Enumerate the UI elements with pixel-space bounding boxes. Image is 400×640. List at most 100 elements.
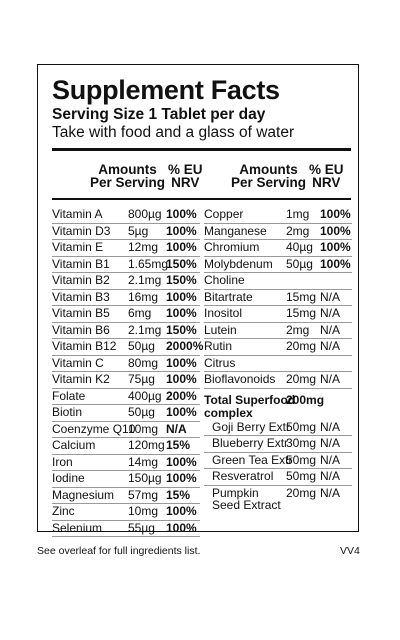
nutrient-name: Molybdenum: [204, 256, 273, 271]
nutrient-amount: 150µg: [128, 471, 162, 485]
nutrient-amount: 40µg: [286, 240, 313, 254]
nutrient-nrv: 100%: [320, 256, 351, 271]
superfood-nrv: N/A: [320, 436, 341, 450]
nutrient-row: Calcium 120mg 15%: [52, 438, 200, 455]
nutrient-row: Manganese 2mg 100%: [204, 223, 352, 240]
left-nutrient-list: Vitamin A 800µg 100% Vitamin D3 5µg 100% Vitam…: [52, 207, 204, 537]
nutrient-nrv: 2000%: [166, 339, 204, 353]
nutrient-nrv: N/A: [320, 306, 341, 320]
nutrient-name: Selenium: [52, 520, 103, 535]
nutrient-nrv: 100%: [166, 372, 197, 386]
nutrient-name: Bitartrate: [204, 289, 253, 304]
nutrient-amount: 10mg: [128, 421, 159, 436]
nutrient-amount: 55µg: [128, 520, 155, 535]
nutrient-nrv: 100%: [166, 471, 197, 485]
nutrient-name: Zinc: [52, 504, 75, 518]
header-divider: [52, 198, 351, 200]
footnote: See overleaf for full ingredients list.: [37, 545, 201, 557]
nutrient-nrv: 100%: [320, 240, 351, 254]
superfood-row: Resveratrol 50mg N/A: [204, 469, 352, 486]
nutrient-name: Vitamin B6: [52, 322, 110, 337]
nutrient-amount: 57mg: [128, 487, 159, 502]
nutrient-nrv: 15%: [166, 487, 191, 502]
superfood-nrv: N/A: [320, 452, 341, 467]
nutrient-name: Choline: [204, 273, 245, 287]
nutrient-nrv: N/A: [320, 372, 341, 386]
nutrient-amount: 75µg: [128, 372, 155, 386]
nutrient-nrv: 100%: [166, 306, 197, 320]
nutrient-amount: 50µg: [286, 256, 313, 271]
nutrient-amount: 800µg: [128, 207, 162, 221]
nutrient-amount: 5µg: [128, 223, 149, 238]
superfood-nrv: N/A: [320, 469, 341, 483]
nutrient-amount: 1mg: [286, 207, 310, 221]
superfood-name: Resveratrol: [212, 469, 274, 483]
nutrient-row: Bioflavonoids 20mg N/A: [204, 372, 352, 389]
nutrient-name: Citrus: [204, 355, 236, 370]
nutrient-nrv: N/A: [320, 322, 341, 337]
nutrient-row: Zinc 10mg 100%: [52, 504, 200, 521]
nutrient-row: Bitartrate 15mg N/A: [204, 289, 352, 306]
instructions: Take with food and a glass of water: [52, 124, 295, 141]
superfood-item-amount: 30mg: [286, 436, 317, 450]
superfood-name: Blueberry Extr: [212, 436, 289, 450]
nutrient-name: Manganese: [204, 223, 267, 238]
nutrient-amount: 10mg: [128, 504, 159, 518]
nutrient-nrv: 100%: [166, 504, 197, 518]
nutrient-row: Lutein 2mg N/A: [204, 322, 352, 339]
nutrient-amount: 15mg: [286, 306, 317, 320]
nutrient-name: Calcium: [52, 438, 96, 452]
superfood-header: Total Superfood complex 200mg: [204, 392, 352, 420]
nutrient-row: Vitamin K2 75µg 100%: [52, 372, 200, 389]
nutrient-name: Bioflavonoids: [204, 372, 276, 386]
nutrient-amount: 2.1mg: [128, 322, 162, 337]
superfood-nrv: N/A: [320, 419, 341, 434]
superfood-title: Total Superfood complex: [204, 392, 296, 420]
nrv-header-right: % EU NRV: [309, 162, 344, 190]
nutrient-amount: 15mg: [286, 289, 317, 304]
nutrient-name: Folate: [52, 388, 86, 403]
product-code: VV4: [340, 545, 360, 557]
nutrient-name: Vitamin B3: [52, 289, 110, 304]
superfood-amount: 200mg: [286, 392, 325, 407]
nutrient-name: Vitamin D3: [52, 223, 111, 238]
nutrient-row: Vitamin B5 6mg 100%: [52, 306, 200, 323]
serving-size: Serving Size 1 Tablet per day: [52, 106, 266, 123]
nutrient-nrv: 200%: [166, 388, 197, 403]
nutrient-nrv: 100%: [166, 289, 197, 304]
nutrient-amount: 1.65mg: [128, 256, 169, 271]
nutrient-row: Inositol 15mg N/A: [204, 306, 352, 323]
nutrient-amount: 20mg: [286, 339, 317, 353]
nutrient-name: Rutin: [204, 339, 233, 353]
superfood-name: Goji Berry Extr: [212, 419, 291, 434]
nutrient-nrv: N/A: [166, 421, 187, 436]
nutrient-row: Vitamin A 800µg 100%: [52, 207, 200, 224]
nutrient-row: Vitamin C 80mg 100%: [52, 355, 200, 372]
nutrient-name: Inositol: [204, 306, 243, 320]
nutrient-nrv: 100%: [166, 355, 197, 370]
nutrient-row: Biotin 50µg 100%: [52, 405, 200, 422]
nutrient-row: Vitamin B2 2.1mg 150%: [52, 273, 200, 290]
nutrient-name: Iron: [52, 454, 73, 469]
nutrient-name: Chromium: [204, 240, 260, 254]
nutrient-name: Vitamin B1: [52, 256, 110, 271]
nutrient-amount: 20mg: [286, 372, 317, 386]
nutrient-row: Chromium 40µg 100%: [204, 240, 352, 257]
nutrient-name: Copper: [204, 207, 244, 221]
nutrient-amount: 16mg: [128, 289, 159, 304]
nutrient-row: Copper 1mg 100%: [204, 207, 352, 224]
nutrient-amount: 12mg: [128, 240, 159, 254]
nutrient-row: Molybdenum 50µg 100%: [204, 256, 352, 273]
nutrient-row: Vitamin B12 50µg 2000%: [52, 339, 204, 356]
superfood-row: Blueberry Extr 30mg N/A: [204, 436, 352, 453]
nutrient-name: Vitamin A: [52, 207, 103, 221]
nutrient-row: Vitamin B1 1.65mg 150%: [52, 256, 200, 273]
nutrient-nrv: 100%: [166, 520, 197, 535]
nrv-header-left: % EU NRV: [168, 162, 203, 190]
nutrient-row: Vitamin E 12mg 100%: [52, 240, 200, 257]
nutrient-name: Coenzyme Q10: [52, 421, 136, 436]
superfood-item-amount: 50mg: [286, 419, 317, 434]
superfood-name: Green Tea Extr: [212, 452, 293, 467]
superfood-name: Pumpkin Seed Extract: [212, 485, 281, 512]
nutrient-amount: 6mg: [128, 306, 152, 320]
